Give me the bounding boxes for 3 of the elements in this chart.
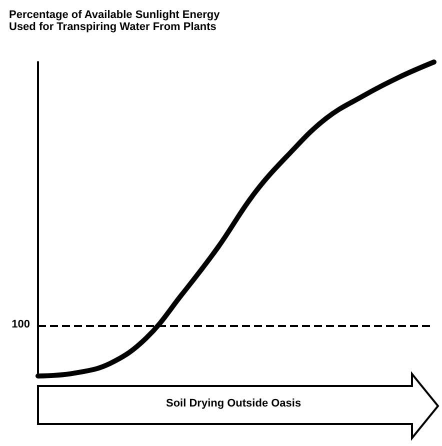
text: 100: [12, 318, 30, 330]
x-axis-title: Soil Drying Outside Oasis: [166, 398, 302, 410]
chart-title: Percentage of Available Sunlight Energy Used for Transpiring Water From Plants: [9, 9, 221, 33]
